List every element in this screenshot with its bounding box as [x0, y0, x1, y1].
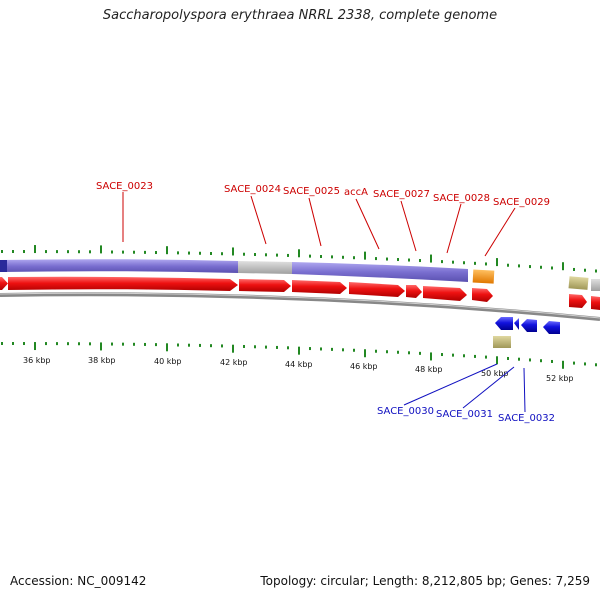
upper-tick-track	[1, 245, 597, 273]
forward-cds-arrow	[472, 288, 493, 302]
gene-label: SACE_0028	[433, 193, 490, 204]
leader-line	[250, 195, 267, 245]
leader-line	[403, 363, 498, 406]
gene-label: SACE_0024	[224, 184, 281, 195]
forward-cds-arrow	[591, 296, 600, 310]
scale-label: 44 kbp	[285, 360, 313, 369]
gene-label: SACE_0027	[373, 189, 430, 200]
leader-line	[308, 197, 322, 247]
scale-label: 36 kbp	[23, 356, 51, 365]
genome-backbone	[0, 292, 600, 321]
leader-line	[523, 367, 526, 413]
scale-labels: 36 kbp 38 kbp 40 kbp 42 kbp 44 kbp 46 kb…	[23, 356, 574, 383]
genome-backbone-highlight	[0, 292, 600, 319]
gene-band-segment	[292, 262, 468, 282]
forward-cds-arrow	[239, 279, 291, 292]
reverse-cds-arrow	[543, 321, 560, 334]
gene-band-gap	[591, 279, 600, 291]
accession-text: Accession: NC_009142	[10, 574, 147, 588]
forward-cds-arrow	[349, 282, 405, 297]
gene-label: SACE_0025	[283, 186, 340, 197]
gene-label: SACE_0030	[377, 406, 434, 417]
leader-line	[400, 200, 417, 252]
leader-line	[446, 203, 462, 254]
forward-cds-arrow	[8, 276, 238, 291]
leader-line	[462, 366, 515, 409]
forward-cds-track	[0, 276, 600, 310]
scale-label: 46 kbp	[350, 362, 378, 371]
gene-label: SACE_0023	[96, 181, 153, 192]
scale-label: 52 kbp	[546, 374, 574, 383]
forward-cds-arrow	[569, 294, 587, 308]
orange-feature	[472, 269, 495, 284]
reverse-cds-arrow	[495, 317, 513, 330]
gene-label: SACE_0032	[498, 413, 555, 424]
scale-label: 48 kbp	[415, 365, 443, 374]
scale-label: 38 kbp	[88, 356, 116, 365]
scale-label: 40 kbp	[154, 357, 182, 366]
reverse-cds-arrow	[521, 319, 537, 332]
gene-band-start-block	[0, 260, 7, 272]
leader-line	[484, 207, 516, 257]
gene-label: SACE_0029	[493, 197, 550, 208]
other-feature	[568, 276, 589, 290]
forward-cds-arrow	[292, 280, 347, 294]
gene-label: SACE_0031	[436, 409, 493, 420]
leader-line	[355, 198, 380, 250]
forward-cds-arrow	[0, 277, 8, 290]
scale-label: 50 kbp	[481, 369, 509, 378]
forward-cds-arrow	[423, 286, 467, 301]
gene-band-segment	[0, 259, 238, 273]
other-feature	[493, 336, 511, 348]
reverse-gene-labels: SACE_0030 SACE_0031 SACE_0032	[377, 363, 555, 424]
lower-tick-track	[1, 342, 597, 369]
map-title: Saccharopolyspora erythraea NRRL 2338, c…	[102, 8, 498, 23]
forward-cds-arrow	[406, 285, 422, 298]
gene-band-gap	[238, 261, 292, 274]
forward-gene-labels: SACE_0023 SACE_0024 SACE_0025 accA SACE_…	[96, 181, 550, 257]
gene-band-track	[0, 259, 600, 291]
reverse-cds-track	[495, 317, 560, 334]
reverse-cds-arrow	[514, 318, 519, 330]
scale-label: 42 kbp	[220, 358, 248, 367]
topology-text: Topology: circular; Length: 8,212,805 bp…	[260, 574, 590, 588]
gene-label: accA	[344, 187, 368, 198]
